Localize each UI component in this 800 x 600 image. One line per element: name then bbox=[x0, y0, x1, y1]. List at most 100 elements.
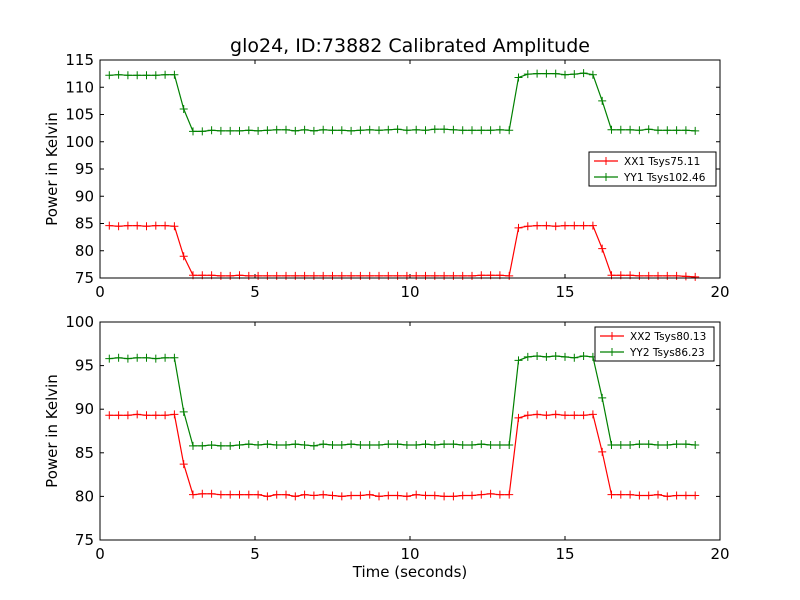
data-point bbox=[309, 441, 318, 450]
data-point bbox=[402, 126, 411, 135]
y-tick-label: 115 bbox=[65, 51, 94, 69]
data-point bbox=[151, 411, 160, 420]
data-point bbox=[440, 492, 449, 501]
y-tick-label: 90 bbox=[75, 400, 94, 418]
data-point bbox=[365, 440, 374, 449]
data-point bbox=[337, 126, 346, 135]
data-point bbox=[207, 440, 216, 449]
data-point bbox=[142, 222, 151, 231]
data-point bbox=[291, 440, 300, 449]
data-point bbox=[542, 221, 551, 230]
data-point bbox=[365, 125, 374, 134]
data-point bbox=[235, 490, 244, 499]
data-point bbox=[375, 126, 383, 135]
series-line-yy2 bbox=[109, 355, 696, 447]
data-point bbox=[309, 491, 318, 500]
data-point bbox=[477, 126, 486, 135]
data-point bbox=[254, 490, 263, 499]
data-point bbox=[505, 126, 514, 135]
data-point bbox=[356, 491, 365, 500]
legend-marker bbox=[608, 332, 616, 340]
data-point bbox=[393, 440, 402, 449]
data-point bbox=[142, 411, 151, 420]
data-point bbox=[272, 125, 281, 134]
data-point bbox=[337, 440, 346, 449]
data-point bbox=[179, 105, 188, 114]
data-point bbox=[328, 491, 337, 500]
y-tick-label: 85 bbox=[75, 444, 94, 462]
x-axis-label: Time (seconds) bbox=[352, 563, 468, 581]
data-point bbox=[179, 407, 188, 416]
data-point bbox=[412, 440, 421, 449]
data-point bbox=[412, 125, 421, 134]
data-point bbox=[375, 492, 383, 501]
data-point bbox=[635, 440, 644, 449]
data-point bbox=[588, 70, 597, 79]
series-line-xx2 bbox=[109, 413, 696, 498]
x-tick-label: 5 bbox=[250, 545, 260, 563]
data-point bbox=[598, 244, 607, 253]
data-point bbox=[105, 71, 114, 80]
data-point bbox=[440, 440, 449, 449]
data-point bbox=[179, 252, 188, 261]
data-point bbox=[300, 490, 309, 499]
data-point bbox=[533, 352, 542, 361]
data-point bbox=[170, 410, 179, 419]
data-point bbox=[114, 353, 123, 362]
data-point bbox=[337, 492, 346, 501]
x-tick-label: 10 bbox=[400, 545, 419, 563]
data-point bbox=[570, 411, 579, 420]
data-point bbox=[681, 272, 690, 281]
chart-panel-2: 0 5 10 15 20 75 80 85 90 95 100 Time (seconds) Power… bbox=[43, 313, 730, 581]
data-point bbox=[616, 125, 625, 134]
data-point bbox=[393, 125, 402, 134]
data-point bbox=[654, 440, 662, 449]
x-tick-label: 0 bbox=[95, 545, 105, 563]
data-point bbox=[347, 126, 356, 135]
data-point bbox=[570, 70, 579, 79]
data-point bbox=[486, 440, 495, 449]
data-point bbox=[123, 354, 132, 363]
data-point bbox=[579, 352, 588, 361]
x-tick-label: 15 bbox=[555, 283, 574, 301]
data-point bbox=[105, 411, 114, 420]
data-point bbox=[542, 69, 551, 78]
data-point bbox=[691, 272, 700, 281]
data-point bbox=[570, 353, 579, 362]
data-point bbox=[226, 126, 235, 135]
data-point bbox=[133, 221, 142, 230]
data-point bbox=[291, 126, 300, 135]
data-point bbox=[458, 126, 467, 135]
data-point bbox=[328, 440, 337, 449]
data-point bbox=[198, 489, 207, 498]
data-point bbox=[384, 125, 393, 134]
data-point bbox=[105, 354, 114, 363]
data-point bbox=[607, 440, 616, 449]
y-tick-label: 80 bbox=[75, 242, 94, 260]
data-point bbox=[300, 440, 309, 449]
data-point bbox=[207, 489, 216, 498]
y-tick-label: 80 bbox=[75, 487, 94, 505]
data-point bbox=[691, 491, 700, 500]
data-point bbox=[412, 490, 421, 499]
data-point bbox=[114, 70, 123, 79]
y-tick-label: 75 bbox=[75, 531, 94, 549]
data-point bbox=[598, 96, 607, 105]
data-point bbox=[105, 221, 114, 230]
data-point bbox=[533, 410, 542, 419]
data-point bbox=[282, 125, 290, 134]
legend-label: YY1 Tsys102.46 bbox=[623, 172, 706, 184]
data-point bbox=[579, 411, 588, 420]
data-point bbox=[114, 222, 123, 231]
y-axis-label: Power in Kelvin bbox=[43, 112, 61, 226]
data-point bbox=[430, 125, 439, 134]
data-point bbox=[542, 411, 551, 420]
data-point bbox=[551, 410, 560, 419]
data-point bbox=[189, 490, 197, 499]
data-point bbox=[691, 440, 700, 449]
data-point bbox=[681, 491, 690, 500]
data-point bbox=[235, 440, 244, 449]
data-point bbox=[616, 490, 625, 499]
data-point bbox=[523, 70, 532, 79]
